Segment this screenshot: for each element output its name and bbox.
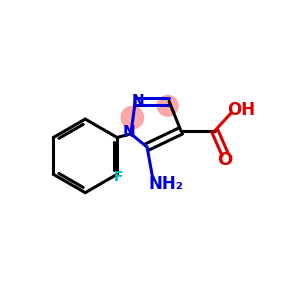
Circle shape bbox=[158, 95, 178, 116]
Text: N: N bbox=[123, 125, 136, 140]
Text: F: F bbox=[114, 169, 123, 184]
Text: OH: OH bbox=[227, 101, 255, 119]
Text: N: N bbox=[132, 94, 145, 109]
Text: O: O bbox=[218, 151, 233, 169]
Circle shape bbox=[121, 106, 143, 129]
Text: NH₂: NH₂ bbox=[149, 175, 184, 193]
